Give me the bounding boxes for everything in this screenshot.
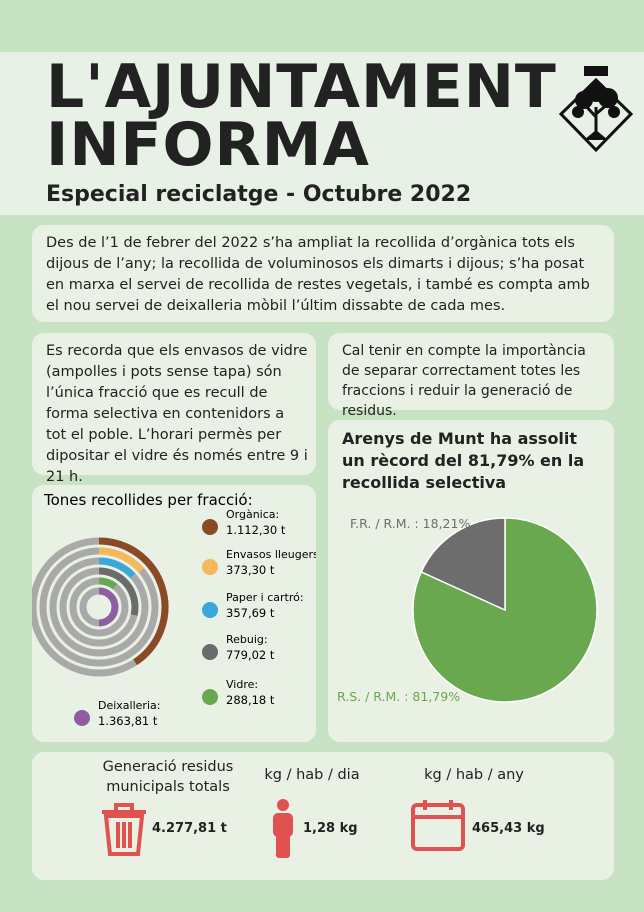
legend-label: Vidre:: [226, 678, 258, 691]
card: Es recorda que els envasos de vidre (amp…: [32, 333, 316, 485]
radial-bar: [98, 557, 136, 579]
pie-slice: [412, 517, 598, 703]
legend-label: Rebuig:: [226, 633, 268, 646]
legend-marker: [202, 689, 218, 705]
title-line: INFORMA: [46, 110, 370, 180]
paragraph: Cal tenir en compte la importància de se…: [342, 343, 586, 419]
logo: [558, 66, 634, 153]
slice-label: F.R. / R.M. : 18,21%: [350, 516, 470, 531]
legend-marker: [202, 519, 218, 535]
value-label: 373,30 t: [226, 563, 275, 577]
value-label: 357,69 t: [226, 606, 275, 620]
header-band: [0, 52, 644, 215]
value-label: 779,02 t: [226, 648, 275, 662]
radial-bar: [98, 567, 139, 616]
radial-bar: [98, 587, 119, 627]
stat-label: kg / hab / dia: [264, 767, 360, 783]
person-icon: [273, 799, 293, 858]
trash-icon: [102, 803, 146, 856]
legend-marker: [74, 710, 90, 726]
radial-bar: [98, 577, 118, 590]
stat-value: 4.277,81 t: [152, 821, 227, 836]
stat-label: Generació residus municipals totals: [102, 759, 234, 795]
legend-label: Paper i cartró:: [226, 591, 304, 604]
stat-value: 1,28 kg: [303, 821, 358, 836]
title: L'AJUNTAMENT INFORMA: [46, 52, 557, 180]
paragraph: Des de l’1 de febrer del 2022 s’ha ampli…: [46, 235, 590, 314]
subtitle: Especial reciclatge - Octubre 2022: [46, 182, 472, 207]
slice-label: R.S. / R.M. : 81,79%: [337, 689, 460, 704]
chart-title: Tones recollides per fracció:: [43, 491, 253, 509]
chart-title: Arenys de Munt ha assolit un rècord del …: [342, 429, 585, 492]
card: Cal tenir en compte la importància de se…: [328, 333, 614, 419]
radial-bar: [98, 547, 145, 573]
radial-bar: [98, 537, 169, 666]
card: Tones recollides per fracció: Orgànica: 1.…: [29, 485, 322, 742]
legend-label: Deixalleria:: [98, 699, 160, 712]
legend-label: Envasos lleugers:: [226, 548, 316, 561]
card: Generació residus municipals totals kg /…: [32, 752, 614, 880]
card: Arenys de Munt ha assolit un rècord del …: [328, 420, 614, 742]
legend-marker: [202, 602, 218, 618]
legend-label: Orgànica:: [226, 508, 279, 521]
stat-label: kg / hab / any: [424, 767, 524, 783]
paragraph: Es recorda que els envasos de vidre (amp…: [46, 343, 308, 485]
pie-chart: R.S. / R.M. : 81,79% F.R. / R.M. : 18,21%: [337, 516, 598, 704]
value-label: 1.112,30 t: [226, 523, 286, 537]
calendar-icon: [411, 800, 465, 851]
pie-slice: [420, 517, 506, 612]
value-label: 1.363,81 t: [98, 714, 158, 728]
value-label: 288,18 t: [226, 693, 275, 707]
legend-marker: [202, 559, 218, 575]
legend-marker: [202, 644, 218, 660]
card: Des de l’1 de febrer del 2022 s’ha ampli…: [32, 225, 614, 322]
radial-chart: Tones recollides per fracció:Orgànica: 1.…: [29, 491, 322, 728]
title-line: L'AJUNTAMENT: [46, 52, 557, 122]
stat-value: 465,43 kg: [472, 821, 545, 836]
